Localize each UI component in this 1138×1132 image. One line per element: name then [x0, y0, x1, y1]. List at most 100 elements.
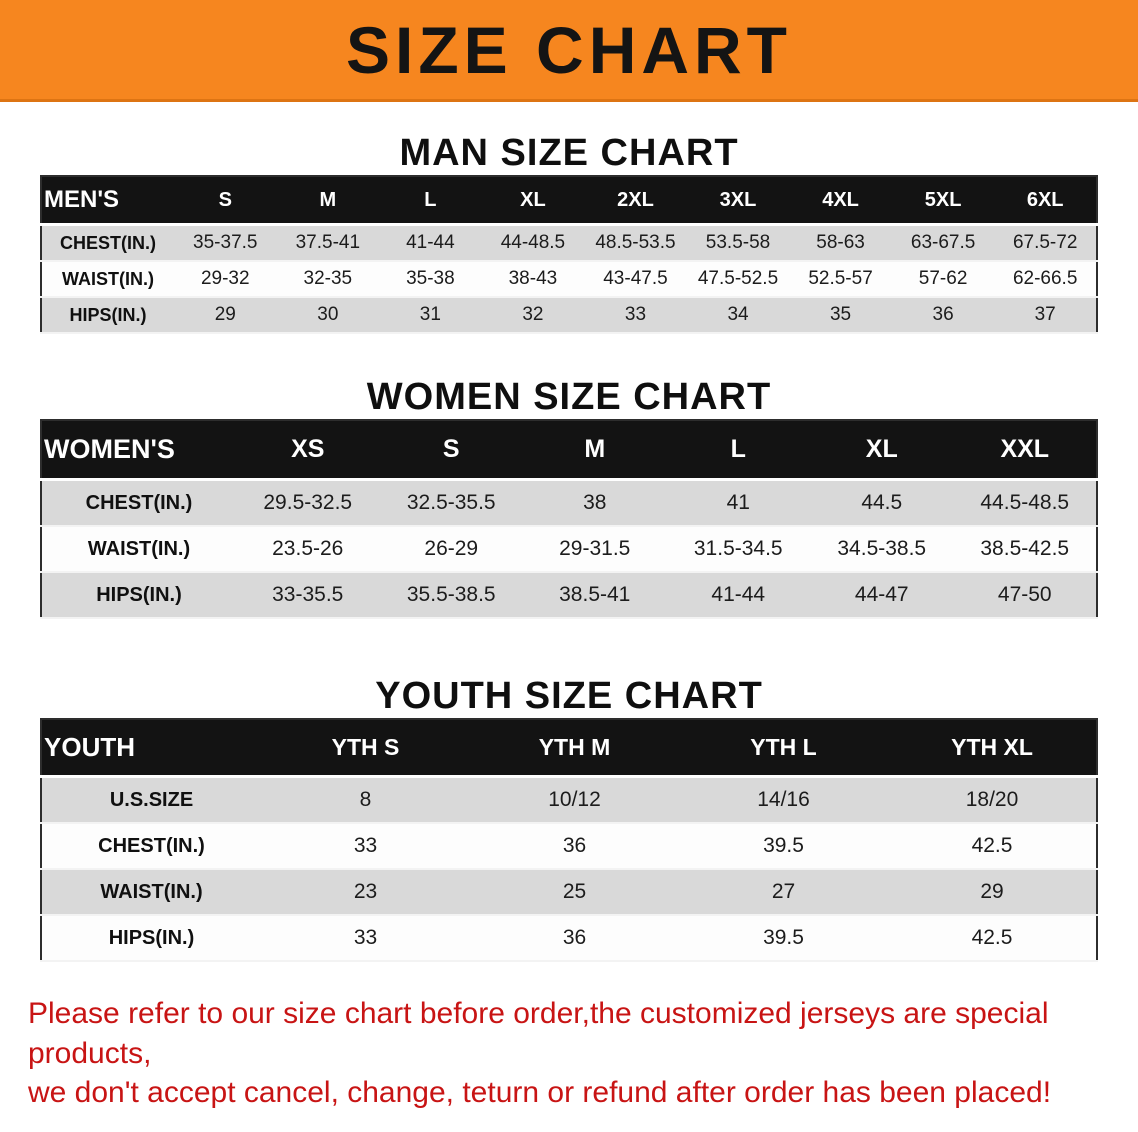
- value-cell: 44-48.5: [500, 232, 566, 253]
- value-cell: 25: [562, 880, 587, 903]
- row-label-cell: CHEST(IN.): [98, 834, 205, 857]
- measurement-row: U.S.SIZE 8 10/12 14/16 18/20: [41, 776, 1097, 823]
- value-cell: 41: [726, 491, 750, 514]
- row-label-cell: HIPS(IN.): [96, 583, 182, 606]
- size-column-header: 2XL: [584, 176, 687, 225]
- value-cell: 47.5-52.5: [697, 268, 779, 289]
- row-label-cell: HIPS(IN.): [69, 304, 147, 325]
- table-title-cell: YOUTH: [41, 719, 261, 777]
- row-label-cell: U.S.SIZE: [109, 788, 194, 811]
- size-column-header: XL: [810, 420, 954, 480]
- value-cell: 30: [317, 304, 339, 325]
- value-cell: 35: [829, 304, 852, 325]
- value-cell: 36: [562, 834, 587, 857]
- value-cell: 62-66.5: [1012, 268, 1078, 289]
- row-label-cell: WAIST(IN.): [87, 537, 191, 560]
- value-cell: 58-63: [816, 232, 865, 253]
- value-cell: 43-47.5: [603, 268, 668, 289]
- value-cell: 33-35.5: [272, 583, 344, 606]
- value-cell: 31: [419, 304, 441, 325]
- value-cell: 35-38: [406, 268, 455, 289]
- value-cell: 32.5-35.5: [406, 491, 496, 514]
- value-cell: 35.5-38.5: [406, 583, 496, 606]
- value-cell: 23: [353, 880, 378, 903]
- measurement-row: HIPS(IN.) 33-35.5 35.5-38.5 38.5-41 41-44 44-…: [41, 572, 1097, 618]
- value-cell: 31.5-34.5: [693, 537, 783, 560]
- section-heading-women: WOMEN SIZE CHART: [366, 376, 772, 418]
- value-cell: 48.5-53.5: [595, 232, 676, 253]
- order-notice: Please refer to our size chart before or…: [28, 994, 1112, 1113]
- value-cell: 44.5-48.5: [980, 491, 1070, 514]
- value-cell: 14/16: [757, 788, 810, 811]
- women-size-table: WOMEN'S XS S M L XL XXL CHEST(IN.) 29.5-32.5 32.5…: [40, 419, 1098, 619]
- size-column-header: M: [276, 176, 380, 225]
- row-label-cell: HIPS(IN.): [108, 926, 195, 949]
- table-title-cell: MEN'S: [41, 176, 174, 225]
- value-cell: 33: [624, 304, 647, 325]
- value-cell: 38: [583, 491, 607, 514]
- table-header-row: WOMEN'S XS S M L XL XXL: [41, 420, 1097, 480]
- value-cell: 39.5: [763, 926, 804, 949]
- size-column-header: M: [523, 420, 667, 480]
- size-column-header: 4XL: [789, 176, 892, 225]
- value-cell: 42.5: [971, 834, 1013, 857]
- value-cell: 38.5-41: [559, 583, 631, 606]
- value-cell: 44.5: [861, 491, 903, 514]
- value-cell: 53.5-58: [705, 232, 771, 253]
- size-column-header: L: [379, 176, 482, 225]
- table-title-cell: WOMEN'S: [41, 420, 236, 480]
- row-label-cell: WAIST(IN.): [62, 268, 154, 289]
- value-cell: 63-67.5: [910, 232, 976, 253]
- section-heading-youth: YOUTH SIZE CHART: [375, 675, 763, 717]
- value-cell: 29-31.5: [559, 537, 631, 560]
- table-header-row: YOUTH YTH S YTH M YTH L YTH XL: [41, 719, 1097, 777]
- value-cell: 35-37.5: [193, 232, 258, 253]
- measurement-row: HIPS(IN.) 33 36 39.5 42.5: [41, 915, 1097, 961]
- value-cell: 37.5-41: [295, 232, 361, 253]
- measurement-row: WAIST(IN.) 23 25 27 29: [41, 869, 1097, 915]
- value-cell: 44-47: [854, 583, 909, 606]
- table-header-row: MEN'S S M L XL 2XL 3XL 4XL 5XL 6XL: [41, 176, 1097, 225]
- value-cell: 29.5-32.5: [263, 491, 353, 514]
- value-cell: 67.5-72: [1012, 232, 1078, 253]
- size-column-header: 3XL: [686, 176, 790, 225]
- value-cell: 57-62: [918, 268, 968, 289]
- size-column-header: 5XL: [891, 176, 995, 225]
- value-cell: 34.5-38.5: [837, 537, 927, 560]
- size-column-header: XS: [236, 420, 380, 480]
- measurement-row: CHEST(IN.) 29.5-32.5 32.5-35.5 38 41 44.5 44.5…: [41, 479, 1097, 526]
- measurement-row: CHEST(IN.) 33 36 39.5 42.5: [41, 823, 1097, 869]
- size-column-header: YTH XL: [888, 719, 1097, 777]
- men-size-table: MEN'S S M L XL 2XL 3XL 4XL 5XL 6XL CHEST(IN.) 35-37…: [40, 175, 1098, 334]
- size-column-header: L: [666, 420, 810, 480]
- value-cell: 36: [932, 304, 954, 325]
- value-cell: 18/20: [965, 788, 1019, 811]
- value-cell: 36: [562, 926, 587, 949]
- size-column-header: XXL: [953, 420, 1097, 480]
- row-label-cell: WAIST(IN.): [100, 880, 203, 903]
- size-column-header: 6XL: [994, 176, 1097, 225]
- value-cell: 34: [727, 304, 749, 325]
- title-banner: SIZE CHART: [0, 0, 1138, 102]
- measurement-row: WAIST(IN.) 23.5-26 26-29 29-31.5 31.5-34.5 34…: [41, 526, 1097, 572]
- value-cell: 33: [353, 834, 378, 857]
- measurement-row: HIPS(IN.) 29 30 31 32 33 34 35 36 37: [41, 297, 1097, 333]
- value-cell: 33: [353, 926, 378, 949]
- row-label-cell: CHEST(IN.): [60, 232, 156, 253]
- measurement-row: WAIST(IN.) 29-32 32-35 35-38 38-43 43-47.5 47.…: [41, 261, 1097, 297]
- value-cell: 29-32: [200, 268, 250, 289]
- order-notice-line-2: we don't accept cancel, change, teturn o…: [28, 1076, 1052, 1110]
- size-column-header: YTH L: [679, 719, 888, 777]
- size-column-header: YTH M: [470, 719, 679, 777]
- value-cell: 10/12: [548, 788, 601, 811]
- value-cell: 29: [980, 880, 1004, 903]
- value-cell: 23.5-26: [272, 537, 344, 560]
- value-cell: 32: [522, 304, 544, 325]
- value-cell: 32-35: [303, 268, 353, 289]
- size-column-header: S: [379, 420, 523, 480]
- page-title: SIZE CHART: [346, 12, 792, 87]
- value-cell: 29: [214, 304, 236, 325]
- value-cell: 42.5: [971, 926, 1013, 949]
- section-heading-men: MAN SIZE CHART: [399, 132, 739, 174]
- value-cell: 27: [771, 880, 796, 903]
